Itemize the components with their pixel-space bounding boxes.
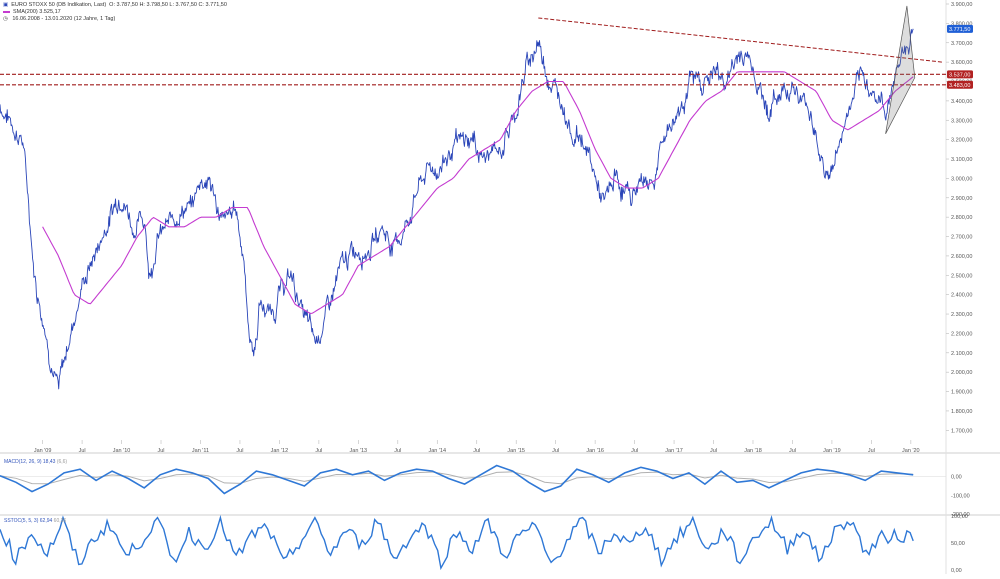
x-tick-label: Jan '12: [271, 448, 289, 454]
macd-signal-line: [0, 471, 914, 485]
price-series-line: [0, 28, 914, 390]
y-tick-label: 3.600,00: [951, 60, 972, 66]
x-tick-label: Jan '10: [113, 448, 131, 454]
main-legend: ▣ EURO STOXX 50 (DB Indikation, Last) O: 3…: [3, 2, 230, 23]
legend-ohlc: O: 3.787,50 H: 3.798,50 L: 3.767,50 C: 3…: [109, 2, 227, 8]
y-tick-label: 2.200,00: [951, 331, 972, 337]
x-tick-label: Jul: [473, 448, 480, 454]
macd-tick-label: -200,00: [951, 512, 970, 518]
y-tick-label: 3.800,00: [951, 21, 972, 27]
y-tick-label: 3.300,00: [951, 118, 972, 124]
x-tick-label: Jul: [79, 448, 86, 454]
y-tick-label: 2.000,00: [951, 370, 972, 376]
price-label-box: [947, 24, 973, 33]
y-tick-label: 2.900,00: [951, 196, 972, 202]
x-tick-label: Jul: [789, 448, 796, 454]
x-tick-label: Jul: [315, 448, 322, 454]
x-tick-label: Jan '13: [350, 448, 368, 454]
y-tick-label: 3.400,00: [951, 99, 972, 105]
x-tick-label: Jan '19: [823, 448, 841, 454]
y-tick-label: 1.800,00: [951, 409, 972, 415]
x-tick-label: Jan '17: [665, 448, 683, 454]
price-label-box: [947, 80, 973, 89]
y-tick-label: 2.800,00: [951, 215, 972, 221]
y-tick-label: 3.700,00: [951, 41, 972, 47]
y-tick-label: 2.500,00: [951, 273, 972, 279]
price-label-text: 3.537,00: [949, 72, 970, 78]
price-label-text: 3.771,50: [949, 27, 970, 33]
legend-row-range: ◷ 16.06.2008 - 13.01.2020 (12 Jahre, 1 T…: [3, 16, 230, 23]
macd-label: MACD(12, 26, 9): [4, 459, 42, 465]
x-tick-label: Jul: [236, 448, 243, 454]
legend-sma: SMA(200) 3.525,17: [13, 9, 61, 15]
x-tick-label: Jan '20: [902, 448, 920, 454]
legend-row-sma: SMA(200) 3.525,17: [3, 9, 230, 16]
stoch-tick-label: 100,00: [951, 514, 968, 520]
x-tick-label: Jan '18: [744, 448, 762, 454]
macd-tick-label: 0,00: [951, 475, 962, 481]
y-tick-label: 3.000,00: [951, 176, 972, 182]
y-tick-label: 1.700,00: [951, 428, 972, 434]
x-tick-label: Jan '14: [428, 448, 446, 454]
y-tick-label: 3.100,00: [951, 157, 972, 163]
macd-tick-label: -100,00: [951, 493, 970, 499]
stoch-label: SSTOC(5, 5, 3): [4, 518, 39, 524]
price-label-text: 3.483,00: [949, 83, 970, 89]
legend-title: EURO STOXX 50 (DB Indikation, Last): [11, 2, 107, 8]
clock-icon: ◷: [3, 16, 8, 22]
x-tick-label: Jul: [631, 448, 638, 454]
stoch-legend: SSTOC(5, 5, 3) 62,94 60,36: [4, 518, 66, 524]
x-tick-label: Jan '11: [192, 448, 209, 454]
x-tick-label: Jul: [710, 448, 717, 454]
y-tick-label: 3.200,00: [951, 138, 972, 144]
macd-line: [0, 464, 914, 495]
stoch-line: [0, 514, 914, 571]
x-tick-label: Jul: [868, 448, 875, 454]
macd-value2: (6,6): [56, 459, 68, 465]
legend-row-title: ▣ EURO STOXX 50 (DB Indikation, Last) O: 3…: [3, 2, 230, 9]
stoch-tick-label: 50,00: [951, 541, 965, 547]
trendline: [538, 17, 943, 63]
y-tick-label: 1.900,00: [951, 390, 972, 396]
x-tick-label: Jul: [394, 448, 401, 454]
x-tick-label: Jul: [552, 448, 559, 454]
y-tick-label: 2.100,00: [951, 351, 972, 357]
sma-swatch-icon: [3, 10, 10, 13]
y-tick-label: 2.300,00: [951, 312, 972, 318]
price-series-icon: ▣: [3, 2, 9, 8]
x-tick-label: Jul: [158, 448, 165, 454]
x-tick-label: Jan '16: [586, 448, 604, 454]
legend-range: 16.06.2008 - 13.01.2020 (12 Jahre, 1 Tag…: [12, 16, 116, 22]
sma-series-line: [42, 71, 914, 315]
y-tick-label: 2.400,00: [951, 293, 972, 299]
y-tick-label: 2.600,00: [951, 254, 972, 260]
y-tick-label: 2.700,00: [951, 235, 972, 241]
macd-legend: MACD(12, 26, 9) 18,43 (6,6): [4, 459, 67, 465]
wedge-drawing: [885, 5, 916, 134]
x-tick-label: Jan '15: [507, 448, 525, 454]
stoch-tick-label: 0,00: [951, 568, 962, 574]
price-label-box: [947, 70, 973, 79]
stoch-value: 62,94: [39, 518, 53, 524]
macd-value: 18,43: [42, 459, 56, 465]
stoch-value2: 60,36: [53, 518, 67, 524]
x-tick-label: Jan '09: [34, 448, 52, 454]
y-tick-label: 3.900,00: [951, 2, 972, 8]
